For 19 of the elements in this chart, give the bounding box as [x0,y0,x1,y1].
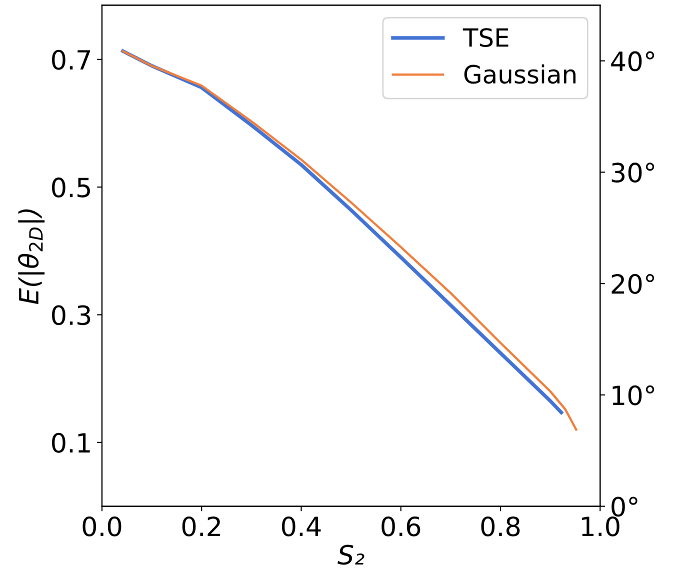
y-axis-title: E(|θ$_{2D}$|) [18,209,45,304]
y2-tick-label: 30° [612,162,654,183]
x-tick-label: 0.6 [382,516,420,536]
y-tick-label: 0.7 [52,50,90,70]
x-tick-label: 1.0 [582,516,620,536]
x-axis-title: S₂ [338,544,364,565]
legend-label: Gaussian [464,64,576,84]
legend-label: TSE [462,28,508,48]
x-tick-label: 0.2 [182,516,220,536]
x-tick-label: 0.4 [282,516,321,536]
y2-tick-label: 20° [612,274,654,294]
y-tick-label: 0.1 [52,432,90,453]
y-tick-label: 0.5 [52,178,90,198]
y-tick-label: 0.3 [52,305,90,326]
x-tick-label: 0.8 [481,516,520,536]
y2-tick-label: 0° [612,496,638,517]
y2-tick-label: 40° [611,51,654,72]
x-tick-label: 0.0 [82,516,122,536]
y2-tick-label: 10° [612,385,654,406]
